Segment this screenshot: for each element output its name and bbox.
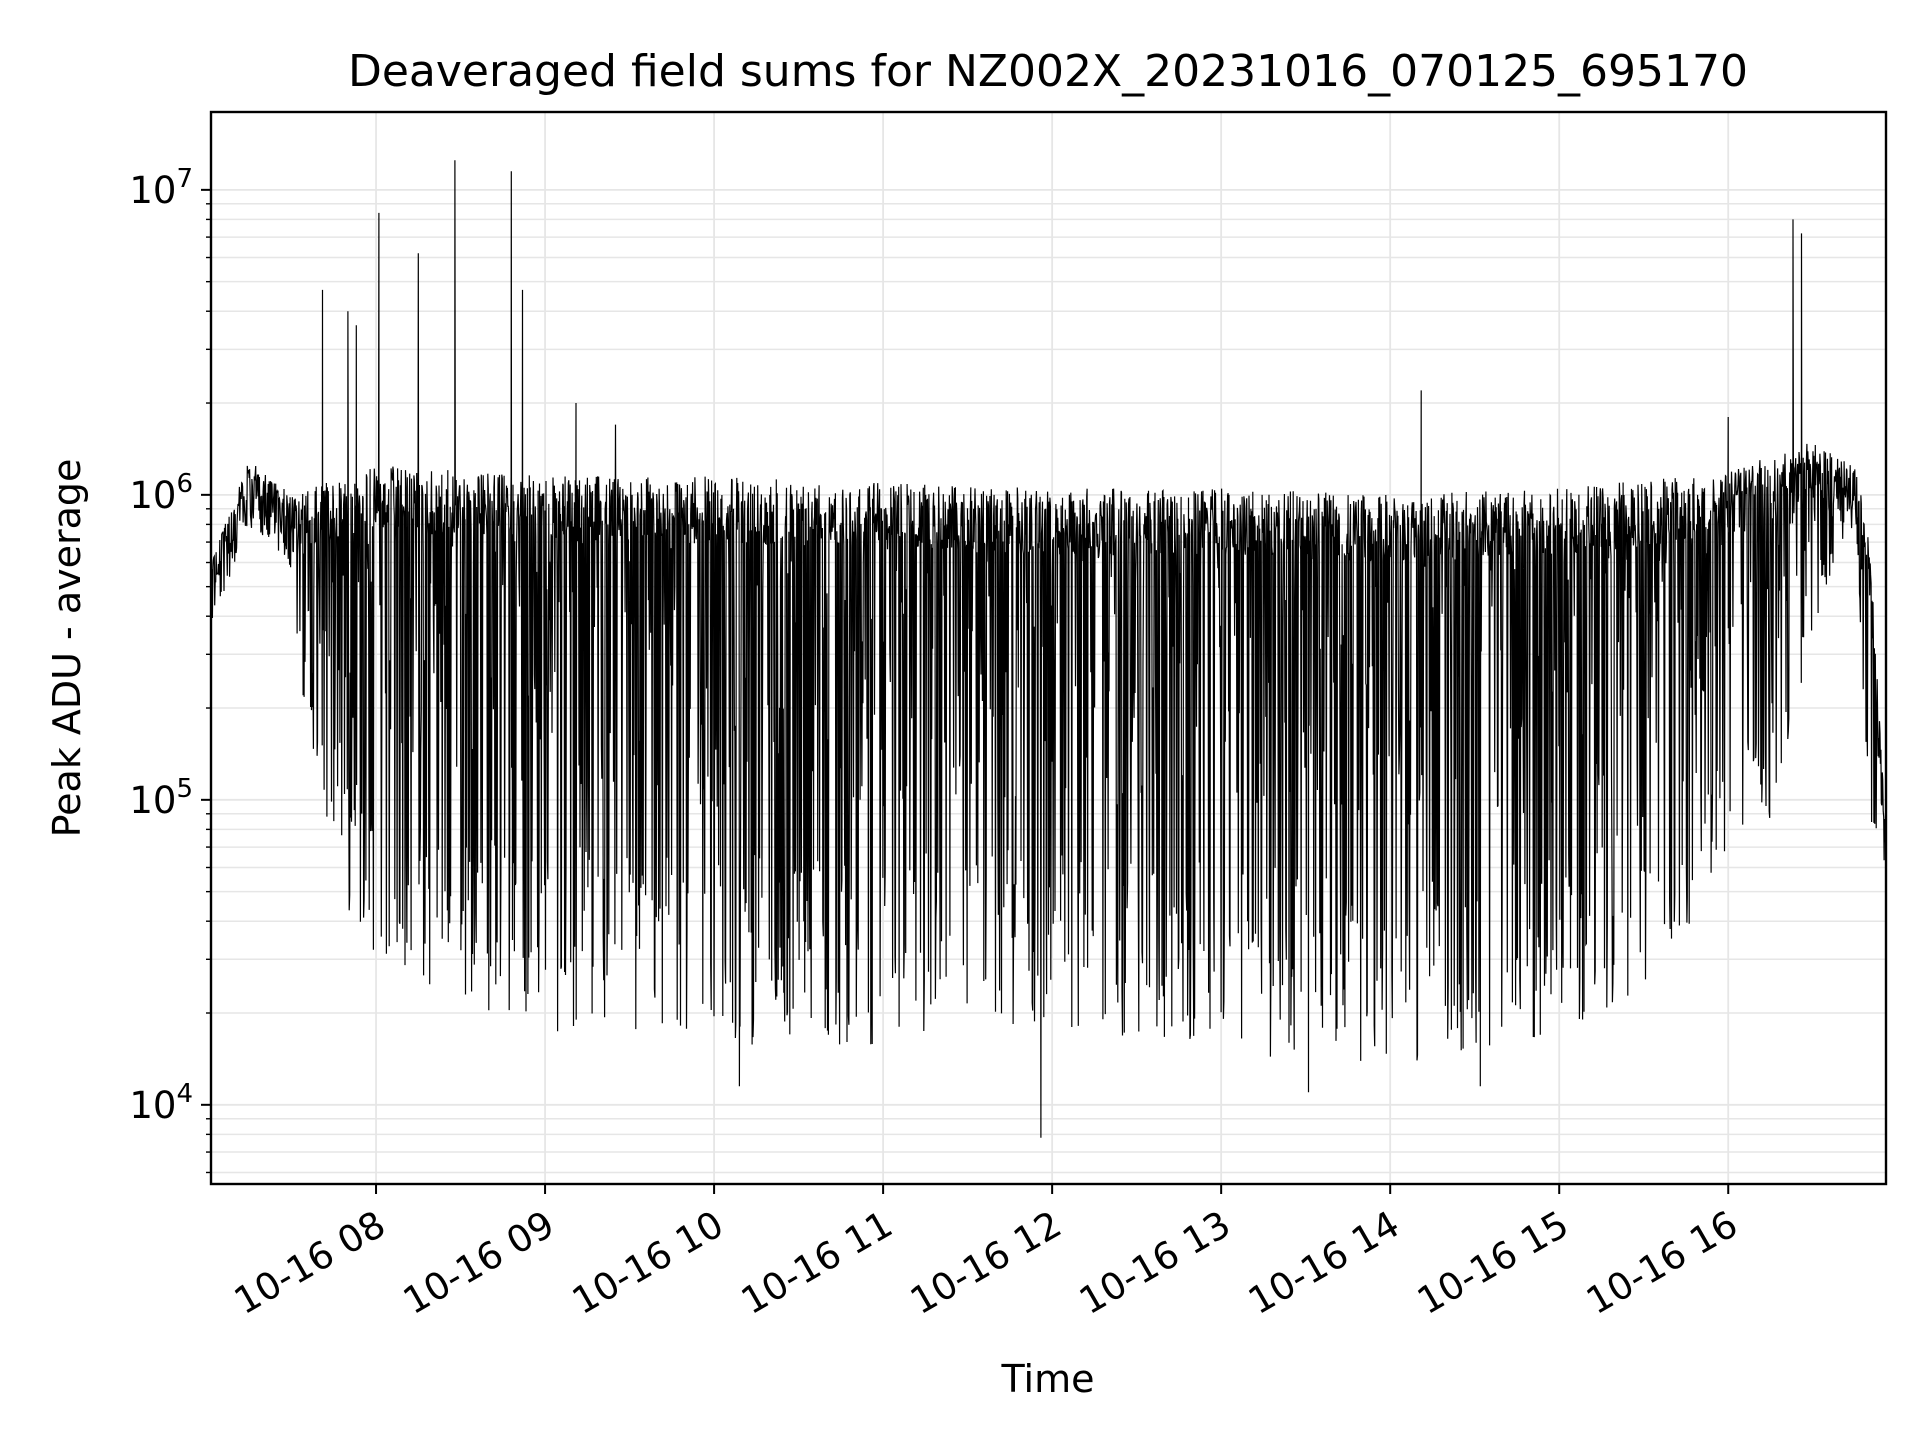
- y-tick-label: 104: [129, 1079, 193, 1127]
- chart-title: Deaveraged field sums for NZ002X_2023101…: [348, 46, 1748, 97]
- y-tick-label: 105: [129, 774, 193, 822]
- plot-frame: [209, 110, 1888, 1186]
- y-tick-label: 106: [129, 469, 193, 517]
- y-tick-label: 107: [129, 164, 193, 212]
- series-line: [210, 160, 1887, 1138]
- x-axis-label: Time: [1001, 1357, 1095, 1401]
- series-line-group: [210, 160, 1887, 1138]
- y-axis-label: Peak ADU - average: [45, 459, 89, 838]
